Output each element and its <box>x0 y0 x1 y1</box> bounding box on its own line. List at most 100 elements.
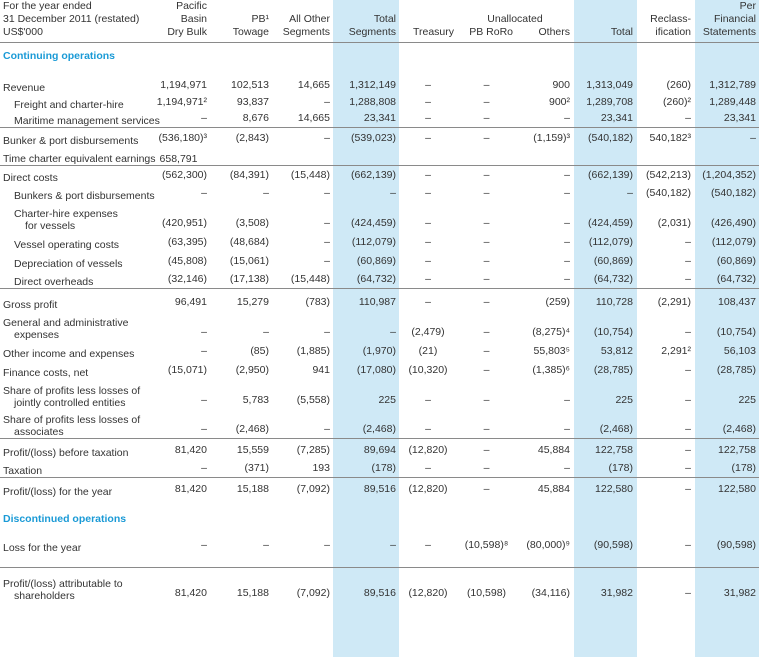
row-label-line: Direct costs <box>3 171 58 184</box>
col-header-per-financial-line-3: Statements <box>694 26 759 43</box>
table-cell: 941 <box>312 363 330 376</box>
table-cell: (662,139) <box>573 165 636 184</box>
table-row: Charter-hire expenses for vessels (420,951… <box>0 202 759 232</box>
table-cell: 900² <box>548 95 570 108</box>
table-cell: (112,079) <box>588 235 633 248</box>
table-row: Loss for the year – – – – – (10,598)⁸ (80,000)⁹… <box>0 534 759 554</box>
table-cell: (2,468) <box>599 423 633 435</box>
table-cell: – <box>685 393 691 406</box>
table-cell: (112,079) <box>711 235 756 248</box>
row-label-line: jointly controlled entities <box>14 396 126 409</box>
row-label-line: Profit/(loss) attributable to <box>3 577 123 590</box>
table-cell: – <box>425 95 431 108</box>
header-label-line-2: 31 December 2011 (restated) <box>3 13 140 25</box>
col-header-unallocated: Unallocated <box>487 13 543 25</box>
table-cell: (45,808) <box>167 254 207 267</box>
col-header-unallocated-total: Total <box>573 26 636 43</box>
table-row: Revenue 1,194,971 102,513 14,665 1,312,149 – –… <box>0 77 759 94</box>
table-cell: – <box>564 186 570 199</box>
table-cell: 1,194,971² <box>156 95 207 108</box>
table-cell: – <box>324 325 330 338</box>
table-cell: (15,448) <box>290 273 330 285</box>
table-cell: (32,146) <box>167 273 207 285</box>
table-cell: 81,420 <box>150 477 210 498</box>
col-header-others: Others <box>516 26 573 43</box>
table-cell: 14,665 <box>297 112 330 124</box>
col-header-all-other-line-1: All Other <box>289 13 330 25</box>
row-label-line: Taxation <box>3 465 43 477</box>
table-cell: 1,289,448 <box>709 95 756 108</box>
col-header-pb-dry-bulk-line-3: Dry Bulk <box>150 26 210 43</box>
table-cell: – <box>564 393 570 406</box>
table-row: Direct costs (562,300) (84,391) (15,448) (66… <box>0 165 759 184</box>
table-cell: – <box>685 363 691 376</box>
table-cell: (420,951) <box>162 216 207 229</box>
row-label: Direct overheads <box>0 270 150 289</box>
row-label: Taxation <box>0 459 150 478</box>
table-cell: 1,312,149 <box>349 78 396 91</box>
table-cell: (15,448) <box>272 165 333 184</box>
col-header-per-financial-line-2: Financial <box>713 13 756 25</box>
table-cell: – <box>201 186 207 199</box>
table-cell: – <box>636 477 694 498</box>
col-header-all-other-line-2: Segments <box>272 26 333 43</box>
table-cell: (1,159)³ <box>516 127 573 147</box>
table-cell: – <box>390 538 396 551</box>
table-cell: (34,116) <box>516 567 573 602</box>
table-cell: 56,103 <box>723 344 756 357</box>
table-cell: (1,204,352) <box>694 165 759 184</box>
table-cell: 193 <box>312 462 330 474</box>
table-row: Maritime management services – 8,676 14,665… <box>0 111 759 128</box>
table-cell <box>636 147 694 166</box>
table-cell: 23,341 <box>600 112 633 124</box>
table-cell: (48,684) <box>229 235 269 248</box>
row-label: Depreciation of vessels <box>0 251 150 270</box>
table-cell: (783) <box>272 288 333 311</box>
table-cell: – <box>399 165 457 184</box>
table-cell: (662,139) <box>333 165 399 184</box>
row-label-line: Bunkers & port disbursements <box>14 189 155 202</box>
table-cell: – <box>425 273 431 285</box>
table-cell: – <box>685 235 691 248</box>
table-cell: (178) <box>731 462 756 474</box>
table-cell: – <box>390 325 396 338</box>
table-cell: (2,479) <box>411 325 445 338</box>
table-cell: (63,395) <box>167 235 207 248</box>
table-row: Vessel operating costs (63,395) (48,684) – (… <box>0 232 759 251</box>
row-label-line: shareholders <box>14 589 75 602</box>
table-cell: – <box>483 363 490 376</box>
table-cell: – <box>685 273 691 285</box>
table-cell: (542,213) <box>636 165 694 184</box>
row-label-line: Direct overheads <box>14 276 94 288</box>
table-cell: – <box>457 438 516 459</box>
table-cell: 93,837 <box>236 95 269 108</box>
table-cell: – <box>636 567 694 602</box>
table-row: Profit/(loss) attributable to shareholder… <box>0 567 759 602</box>
table-cell: – <box>564 462 570 474</box>
table-cell: – <box>263 186 269 199</box>
row-label: Gross profit <box>0 288 150 311</box>
table-cell <box>457 147 516 166</box>
table-cell: 55,803⁵ <box>533 344 570 357</box>
row-label: Revenue <box>0 77 150 94</box>
table-cell: – <box>483 235 490 248</box>
table-cell <box>516 147 573 166</box>
table-cell: – <box>324 95 330 108</box>
table-cell: 5,783 <box>242 393 269 406</box>
table-cell: (2,950) <box>235 363 269 376</box>
row-label: Time charter equivalent earnings 658,791 <box>0 147 198 166</box>
row-label-line: for vessels <box>25 219 76 232</box>
table-cell: 110,987 <box>333 288 399 311</box>
table-cell: – <box>483 186 490 199</box>
table-cell: – <box>425 393 431 406</box>
table-cell: 110,728 <box>573 288 636 311</box>
row-label: Profit/(loss) attributable to shareholder… <box>0 567 150 602</box>
col-header-total-segments-line-2: Segments <box>333 26 399 43</box>
row-label: Charter-hire expenses for vessels <box>0 202 150 232</box>
col-header-pb-dry-bulk-line-1: Pacific <box>176 0 207 12</box>
table-cell: – <box>627 186 633 199</box>
table-cell: – <box>483 393 490 406</box>
row-label: Bunkers & port disbursements <box>0 184 155 202</box>
row-label: Loss for the year <box>0 534 150 554</box>
table-cell: – <box>685 254 691 267</box>
